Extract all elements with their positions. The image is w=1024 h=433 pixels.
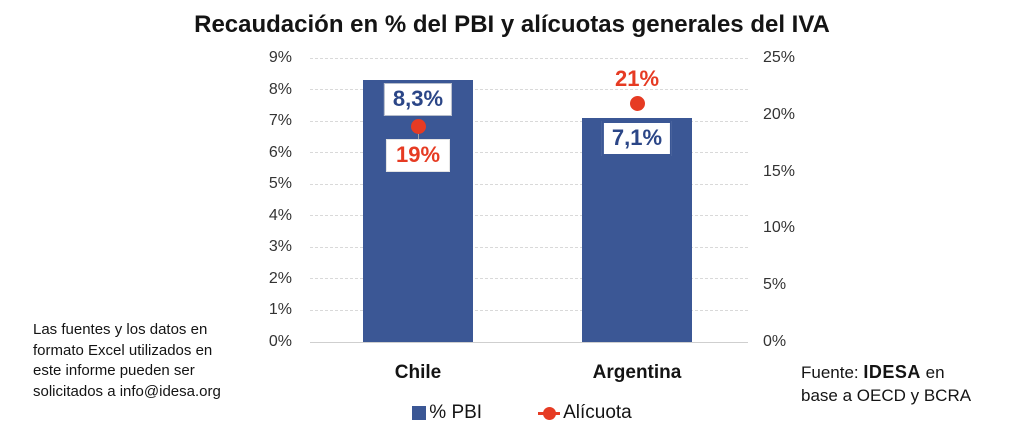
gridline [310, 246, 748, 248]
value-label-chile: 8,3% [383, 83, 453, 117]
left-axis-tick: 1% [268, 301, 292, 319]
alicuota-dot-chile [410, 118, 426, 134]
legend-item-alicuota: Alícuota [538, 402, 632, 424]
right-axis-tick: 5% [763, 276, 787, 294]
gridline [310, 120, 748, 122]
gridline [310, 215, 748, 217]
footer-note-line: este informe pueden ser [33, 362, 195, 379]
legend-label-pbi: % PBI [429, 402, 483, 423]
left-axis-tick: 3% [268, 238, 292, 256]
footer-note-line: formato Excel utilizados en [33, 341, 213, 359]
footer-note-line: Las fuentes y los datos en [33, 321, 208, 338]
legend-item-pbi: % PBI [412, 402, 482, 424]
dot-swatch-icon [538, 406, 561, 420]
source-org: IDESA [863, 362, 921, 382]
chart-title: Recaudación en % del PBI y alícuotas gen… [194, 11, 830, 38]
footer-note-line: solicitados a info@idesa.org [33, 382, 221, 400]
right-axis-tick: 15% [763, 162, 796, 180]
alicuota-label-argentina: 21% [614, 66, 660, 92]
right-axis-tick: 0% [763, 333, 787, 350]
gridline [310, 152, 748, 154]
right-axis-tick: 20% [763, 105, 796, 123]
gridline [310, 278, 748, 280]
legend: % PBI Alícuota [10, 402, 1024, 424]
left-axis-tick: 5% [268, 175, 292, 193]
alicuota-dot-argentina [629, 95, 645, 111]
left-axis-tick: 0% [268, 333, 292, 350]
category-label-argentina: Argentina [592, 362, 682, 383]
value-label-argentina: 7,1% [601, 120, 673, 156]
source-line-2: base a OECD y BCRA [801, 386, 972, 405]
left-axis-tick: 2% [268, 269, 292, 287]
left-axis-tick: 8% [268, 80, 292, 98]
source-line-1: Fuente: IDESA en [801, 362, 945, 382]
gridline [310, 309, 748, 311]
category-label-chile: Chile [394, 362, 442, 383]
source-note: Fuente: IDESA en base a OECD y BCRA [801, 361, 1011, 407]
gridline [310, 89, 748, 91]
right-axis-tick: 10% [763, 219, 796, 237]
footer-note: Las fuentes y los datos en formato Excel… [33, 320, 248, 402]
bar-swatch-icon [412, 406, 427, 420]
left-axis-tick: 4% [268, 206, 292, 224]
alicuota-label-chile: 19% [385, 139, 451, 173]
right-axis-tick: 25% [763, 49, 796, 66]
left-axis-tick: 9% [268, 49, 292, 66]
left-axis-tick: 7% [268, 112, 292, 130]
left-axis-tick: 6% [268, 143, 292, 161]
gridline [310, 57, 748, 59]
x-axis-line [310, 342, 748, 343]
gridline [310, 183, 748, 185]
legend-label-alicuota: Alícuota [563, 402, 632, 423]
